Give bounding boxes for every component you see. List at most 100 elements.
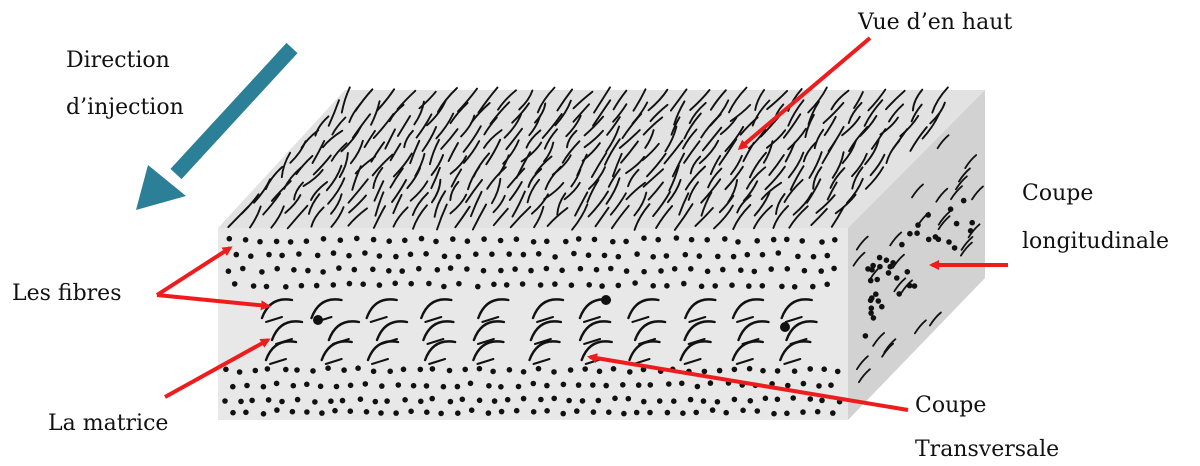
- top-fiber: [647, 181, 664, 201]
- fiber-dot: [535, 251, 542, 257]
- fiber-dot: [429, 395, 436, 402]
- side-fiber: [936, 134, 950, 150]
- top-fiber: [587, 190, 609, 218]
- transverse-fiber-short: [583, 338, 602, 345]
- top-fiber: [349, 139, 364, 165]
- fiber-dot: [784, 266, 791, 272]
- top-fiber: [718, 138, 738, 166]
- fiber-dot: [641, 268, 647, 275]
- top-fiber: [652, 190, 671, 218]
- fiber-dot: [671, 266, 678, 272]
- top-fiber: [571, 203, 589, 231]
- fiber-dot: [486, 383, 492, 389]
- side-fiber: [852, 251, 866, 267]
- fiber-dot: [455, 253, 462, 260]
- fiber-dot: [664, 283, 670, 289]
- fiber-dot: [623, 238, 629, 245]
- fiber-dot: [236, 369, 243, 375]
- top-fiber: [511, 102, 530, 124]
- top-fiber: [469, 190, 483, 218]
- fiber-dot: [319, 410, 325, 416]
- top-fiber: [789, 165, 805, 191]
- fiber-dot: [560, 410, 566, 417]
- top-fiber: [684, 165, 707, 191]
- matrix-pointer-arrow: [164, 338, 271, 399]
- fiber-knot: [601, 295, 611, 305]
- fiber-knot: [313, 315, 323, 325]
- transverse-fiber: [375, 320, 409, 342]
- top-fiber: [864, 166, 885, 190]
- top-fiber: [911, 88, 924, 112]
- fiber-dot: [233, 251, 240, 258]
- top-fiber: [605, 177, 621, 205]
- fiber-dot: [506, 367, 513, 373]
- top-fiber: [310, 206, 325, 228]
- fiber-dot: [226, 235, 233, 242]
- fiber-dot: [294, 396, 301, 403]
- side-dot: [960, 197, 967, 204]
- top-fiber: [683, 112, 702, 140]
- fiber-dot: [688, 266, 694, 272]
- fiber-dot: [544, 238, 550, 245]
- top-fiber: [810, 207, 828, 227]
- side-fiber: [967, 223, 981, 239]
- fiber-dot: [454, 383, 461, 390]
- top-fiber: [518, 89, 534, 111]
- top-fiber: [813, 128, 825, 150]
- fiber-dot: [355, 365, 361, 372]
- side-dot: [947, 206, 954, 212]
- top-fiber: [663, 139, 684, 165]
- fiber-dot: [680, 410, 686, 417]
- transverse-fiber: [264, 340, 298, 362]
- top-fiber: [682, 128, 698, 150]
- fiber-dot: [312, 399, 318, 405]
- top-fiber: [633, 191, 648, 217]
- top-fiber: [724, 165, 744, 191]
- top-fiber: [642, 168, 665, 188]
- fiber-dot: [819, 239, 825, 245]
- top-fiber: [642, 116, 664, 136]
- transverse-fiber: [472, 320, 506, 342]
- fiber-dot: [468, 407, 475, 414]
- fiber-dot: [447, 398, 454, 405]
- fiber-dot: [386, 268, 392, 274]
- top-view-pointer-arrow: [737, 36, 872, 150]
- side-dot: [951, 245, 958, 251]
- fiber-dot: [354, 235, 360, 242]
- fiber-dot: [785, 382, 791, 389]
- fiber-dot: [824, 252, 831, 259]
- top-fiber: [471, 203, 488, 231]
- fiber-dot: [248, 253, 254, 259]
- fiber-dot: [634, 251, 640, 257]
- top-fiber: [503, 113, 523, 139]
- fiber-dot: [537, 282, 544, 288]
- transverse-fiber-short: [688, 316, 707, 323]
- top-fiber: [331, 116, 347, 136]
- fiber-dot: [274, 407, 280, 413]
- fiber-dot: [722, 236, 728, 242]
- top-fiber: [823, 115, 837, 137]
- fiber-dot: [627, 369, 633, 375]
- longitudinal-section-texture: [852, 134, 984, 384]
- fiber-dot: [673, 235, 680, 241]
- transverse-fiber: [628, 340, 661, 362]
- fiber-dot: [599, 283, 605, 289]
- fiber-dot: [544, 408, 550, 414]
- top-fiber: [736, 194, 752, 214]
- transverse-fiber: [320, 340, 353, 362]
- top-view-fibers: [227, 86, 949, 231]
- top-fiber: [327, 99, 340, 127]
- fiber-dot: [519, 281, 526, 287]
- fiber-dot: [615, 282, 622, 289]
- top-fiber: [392, 152, 413, 178]
- side-dot: [914, 230, 920, 236]
- top-fiber: [739, 116, 759, 136]
- top-fiber: [436, 203, 448, 231]
- fiber-dot: [603, 382, 609, 389]
- fiber-dot: [407, 251, 414, 258]
- top-fiber: [821, 139, 837, 165]
- fibres-pointer-arrow-lower: [156, 293, 271, 311]
- fiber-dot: [559, 267, 565, 274]
- top-fiber: [603, 138, 621, 166]
- top-fiber: [772, 205, 790, 229]
